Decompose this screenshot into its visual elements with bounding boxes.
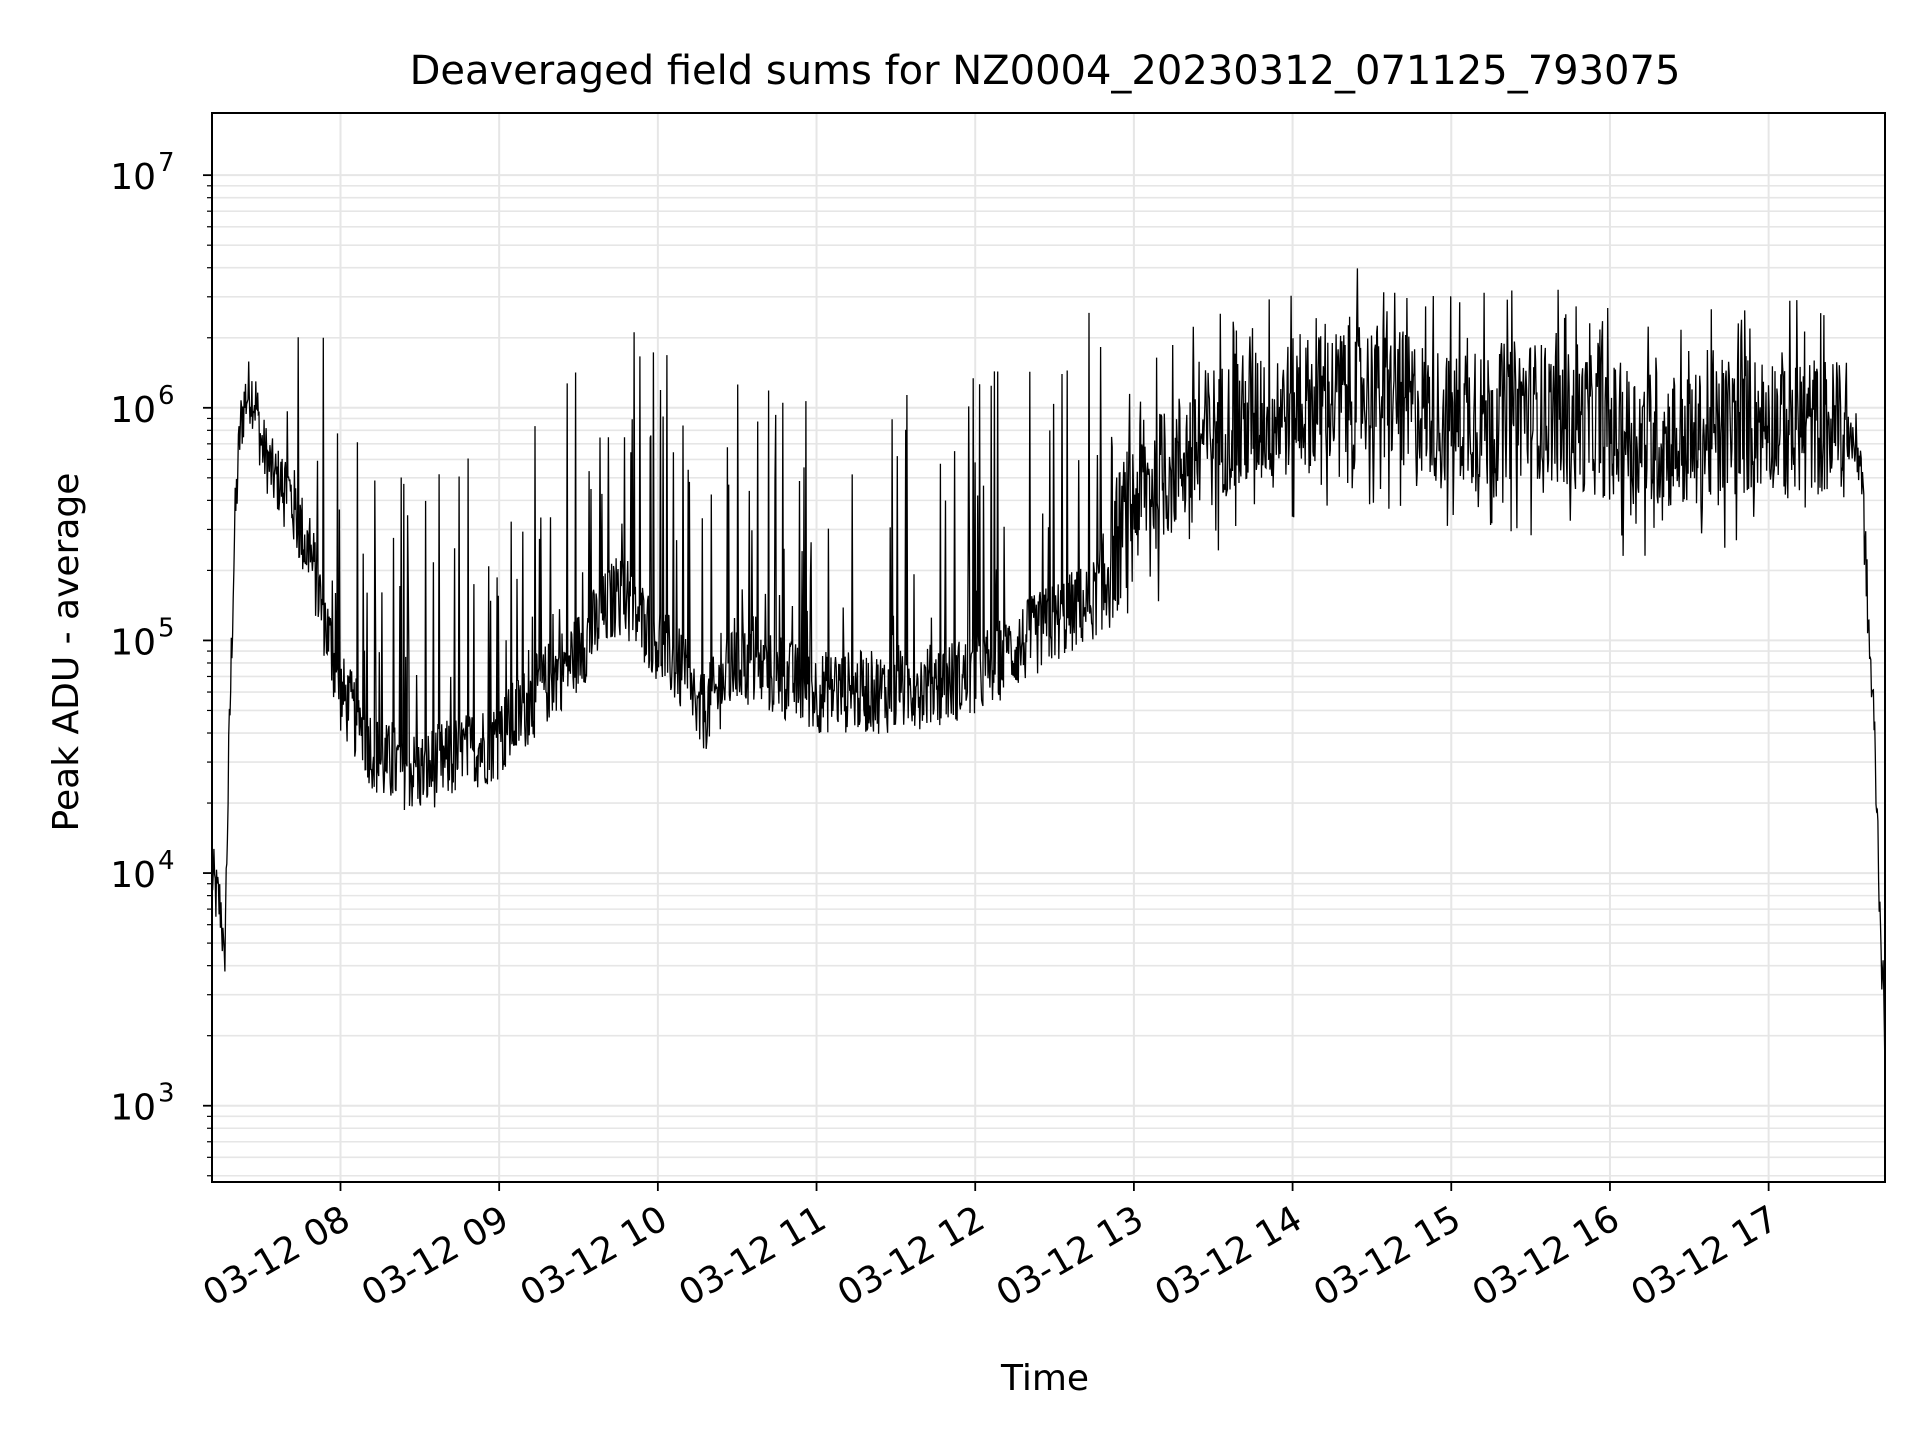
x-tick-label: 03-12 16 <box>1466 1198 1627 1314</box>
x-axis-label: Time <box>1000 1358 1089 1399</box>
x-tick-label: 03-12 17 <box>1624 1198 1785 1314</box>
x-tick-label: 03-12 08 <box>196 1198 357 1314</box>
y-tick-label-exponent: 5 <box>158 613 175 643</box>
x-tick-label: 03-12 09 <box>355 1198 516 1314</box>
y-tick-label: 10 <box>110 1088 156 1129</box>
x-tick-label: 03-12 14 <box>1148 1198 1309 1314</box>
plot-area-frame <box>211 112 1886 1183</box>
x-tick-label: 03-12 12 <box>831 1198 992 1314</box>
chart-title: Deaveraged field sums for NZ0004_2023031… <box>410 48 1681 94</box>
y-tick-label: 10 <box>110 390 156 431</box>
y-tick-label-exponent: 6 <box>158 381 175 411</box>
y-tick-label: 10 <box>110 855 156 896</box>
y-tick-label-exponent: 7 <box>158 148 175 178</box>
x-tick-label: 03-12 15 <box>1307 1198 1468 1314</box>
y-tick-label-exponent: 4 <box>158 846 175 876</box>
x-tick-label: 03-12 10 <box>514 1198 675 1314</box>
x-tick-label: 03-12 11 <box>672 1198 833 1314</box>
x-tick-label: 03-12 13 <box>990 1198 1151 1314</box>
y-axis-label: Peak ADU - average <box>46 473 87 832</box>
y-tick-label-exponent: 3 <box>158 1079 175 1109</box>
grid-lines <box>212 113 1885 1182</box>
y-tick-label: 10 <box>110 157 156 198</box>
series-line <box>211 268 1886 1076</box>
y-tick-label: 10 <box>110 622 156 663</box>
